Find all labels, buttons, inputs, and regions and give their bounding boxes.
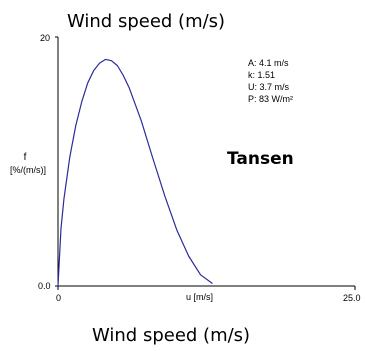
x-axis-label: u [m/s] bbox=[186, 292, 213, 302]
y-tick-label-bottom: 0.0 bbox=[38, 281, 51, 291]
series-line-0 bbox=[57, 58, 213, 287]
x-tick-label-right: 25.0 bbox=[343, 293, 361, 303]
site-label: Tansen bbox=[227, 149, 294, 169]
annotation-p: P: 83 W/m² bbox=[248, 94, 293, 104]
annotation-k: k: 1.51 bbox=[248, 70, 275, 80]
y-axis-label-line-1: f bbox=[24, 152, 27, 163]
annotation-u: U: 3.7 m/s bbox=[248, 82, 290, 92]
chart-title: Wind speed (m/s) bbox=[67, 11, 225, 32]
y-axis-label-line-2: [%/(m/s)] bbox=[10, 165, 46, 175]
series-layer bbox=[57, 58, 213, 287]
chart-caption: Wind speed (m/s) bbox=[92, 325, 250, 346]
y-tick-label-top: 20 bbox=[40, 33, 50, 43]
x-tick-label-left: 0 bbox=[56, 293, 61, 303]
annotation-a: A: 4.1 m/s bbox=[248, 58, 289, 68]
